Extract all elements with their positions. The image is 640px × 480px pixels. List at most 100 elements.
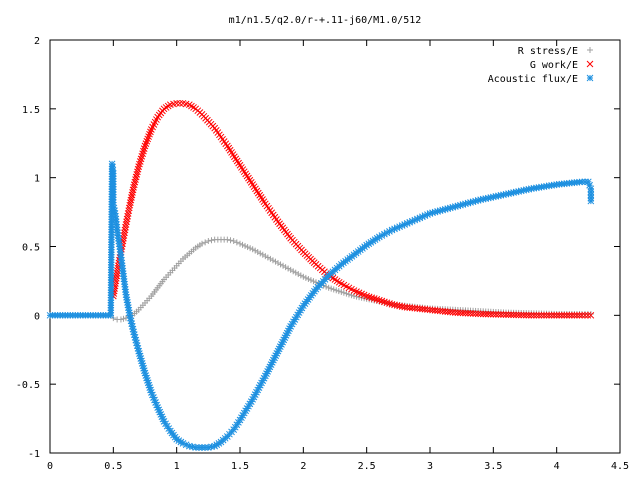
data-point — [489, 310, 497, 318]
x-tick-label: 0.5 — [104, 461, 122, 472]
data-point — [587, 191, 595, 199]
data-point — [495, 311, 502, 318]
data-point — [439, 206, 447, 214]
data-point — [502, 190, 510, 198]
data-point — [507, 311, 515, 319]
data-point — [134, 165, 142, 173]
data-point — [141, 142, 149, 150]
data-point — [282, 264, 289, 271]
data-point — [462, 200, 469, 208]
data-point — [277, 261, 284, 268]
data-point — [126, 199, 134, 206]
data-point — [571, 311, 578, 319]
data-point — [239, 241, 246, 248]
data-point — [522, 311, 530, 319]
data-point — [558, 311, 566, 319]
data-point — [227, 237, 234, 244]
data-point — [224, 236, 231, 243]
data-point — [129, 189, 136, 196]
axis-ticks: 0 0.5 1 1.5 2 2.5 3 3.5 4 4.5 2 1.5 1 0.5 0 -0.5 -1 — [16, 36, 629, 472]
data-point — [307, 277, 314, 284]
data-point — [300, 273, 307, 280]
data-point — [587, 197, 595, 205]
data-point — [142, 140, 150, 147]
data-point — [132, 173, 140, 181]
data-point — [482, 310, 490, 318]
chart-title: m1/n1.5/q2.0/r-+.11-j60/M1.0/512 — [229, 15, 422, 26]
data-point — [244, 244, 251, 251]
data-point — [565, 311, 573, 319]
y-tick-label: 1.5 — [22, 105, 40, 116]
data-point — [464, 309, 472, 317]
series-1 — [109, 99, 595, 319]
y-tick-label: -0.5 — [16, 380, 40, 391]
data-point — [581, 311, 589, 319]
data-point — [290, 268, 297, 275]
data-point — [254, 249, 261, 256]
data-point — [259, 251, 266, 258]
data-point — [295, 271, 302, 278]
x-tick-label: 2 — [300, 461, 306, 472]
data-point — [323, 283, 330, 290]
data-point — [280, 262, 287, 269]
data-point — [497, 311, 505, 318]
data-point — [144, 135, 152, 143]
x-tick-label: 1.5 — [231, 461, 249, 472]
data-point — [198, 444, 206, 451]
data-point — [310, 278, 317, 285]
x-tick-label: 3.5 — [484, 461, 502, 472]
data-point — [130, 183, 137, 191]
data-point — [545, 311, 553, 319]
data-point — [257, 250, 264, 257]
data-point — [492, 311, 500, 318]
data-point — [391, 301, 398, 309]
data-point — [292, 269, 299, 276]
data-point — [176, 99, 184, 107]
data-point — [328, 285, 335, 292]
series-0 — [110, 236, 594, 323]
data-point — [527, 311, 535, 319]
data-point — [388, 300, 396, 308]
data-point — [287, 266, 294, 273]
data-point — [330, 286, 337, 293]
data-point — [249, 246, 256, 253]
data-point — [297, 272, 304, 279]
data-point — [587, 185, 595, 193]
data-point — [121, 226, 129, 234]
legend-label: R stress/E — [518, 46, 578, 57]
data-point — [267, 255, 274, 262]
data-point — [264, 254, 271, 261]
data-point — [462, 309, 469, 317]
data-point — [553, 311, 561, 319]
data-point — [262, 253, 269, 260]
data-point — [576, 311, 583, 319]
data-point — [584, 311, 592, 319]
data-point — [134, 168, 141, 176]
y-tick-label: 1 — [34, 174, 40, 185]
data-point — [520, 311, 528, 319]
data-point — [173, 99, 181, 107]
data-point — [249, 395, 257, 403]
data-point — [230, 237, 237, 244]
data-point — [467, 310, 474, 317]
data-point — [133, 171, 141, 178]
data-point — [128, 194, 135, 201]
legend-label: Acoustic flux/E — [488, 74, 578, 85]
data-point — [517, 311, 525, 319]
data-point — [131, 178, 139, 186]
data-point — [127, 196, 135, 204]
data-point — [356, 294, 363, 301]
data-point — [242, 242, 249, 249]
data-point — [474, 310, 482, 318]
data-point — [540, 311, 548, 319]
data-point — [275, 260, 281, 267]
data-point — [469, 310, 477, 317]
data-point — [573, 311, 581, 319]
data-point — [451, 309, 459, 316]
data-point — [484, 310, 492, 318]
data-point — [302, 274, 309, 281]
data-point — [500, 311, 507, 318]
legend-marker — [586, 60, 594, 68]
series-2 — [46, 160, 595, 451]
data-point — [247, 245, 254, 252]
